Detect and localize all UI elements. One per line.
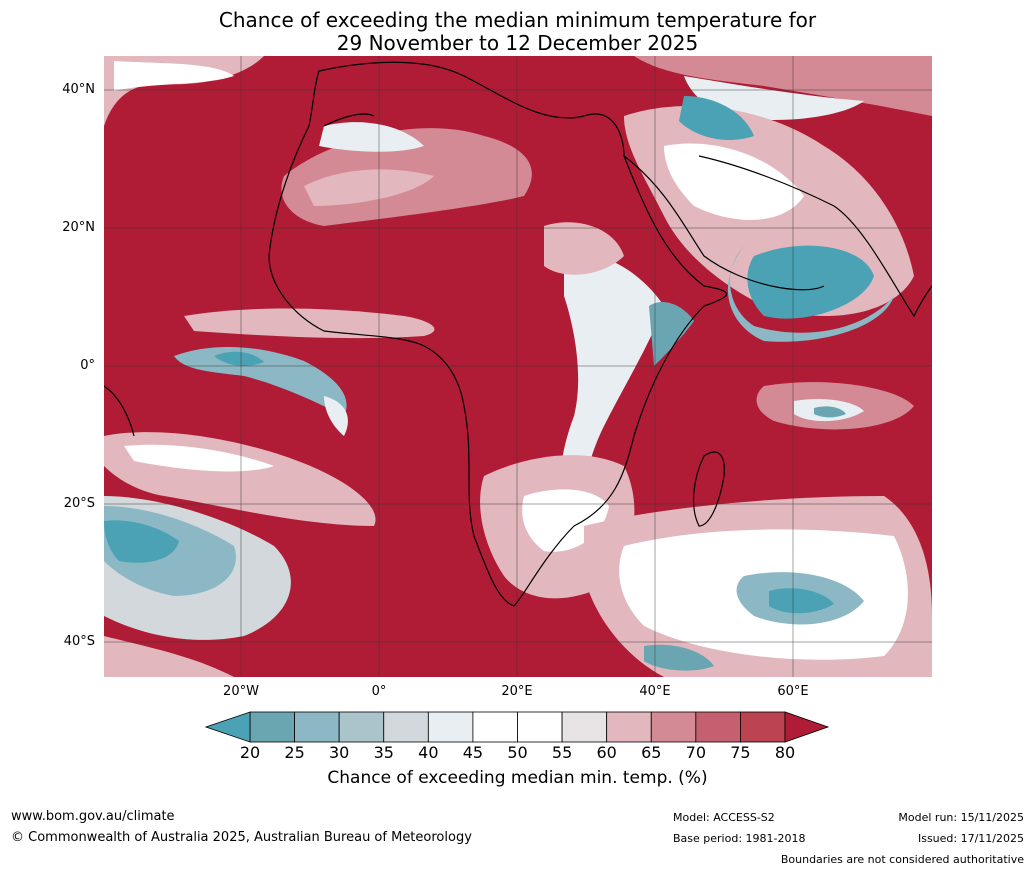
colorbar-segment [427, 711, 474, 743]
colorbar-tick-label: 60 [596, 743, 617, 762]
colorbar-tick-label: 35 [373, 743, 394, 762]
colorbar-segment [294, 711, 340, 743]
probability-field [104, 56, 932, 677]
coastlines [104, 61, 932, 607]
colorbar-segment [606, 711, 652, 743]
colorbar-tick-label: 55 [551, 743, 573, 762]
website-text: www.bom.gov.au/climate [11, 809, 175, 824]
colorbar-segment [472, 711, 518, 743]
lon-label-0: 0° [371, 684, 387, 699]
colorbar-tick-label: 65 [641, 743, 662, 762]
colorbar-tick-label: 25 [284, 743, 305, 762]
colorbar-tick-label: 40 [418, 743, 439, 762]
title-line-1: Chance of exceeding the median minimum t… [218, 8, 817, 32]
lat-label-20n: 20°N [62, 220, 95, 235]
colorbar-tick-label: 80 [774, 743, 796, 762]
issued-text: Issued: 17/11/2025 [917, 832, 1024, 845]
colorbar-segment [695, 711, 741, 743]
lon-label-20e: 20°E [501, 684, 533, 699]
colorbar [205, 711, 830, 743]
colorbar-segment [517, 711, 563, 743]
model-text: Model: ACCESS-S2 [673, 811, 775, 824]
copyright-text: © Commonwealth of Australia 2025, Austra… [11, 830, 472, 845]
lat-label-20s: 20°S [63, 496, 95, 511]
colorbar-tick-label: 50 [507, 743, 528, 762]
map-title: Chance of exceeding the median minimum t… [0, 9, 1035, 55]
colorbar-segment [740, 711, 786, 743]
colorbar-tick-label: 75 [730, 743, 751, 762]
colorbar-high-arrow [784, 711, 830, 743]
colorbar-segment [561, 711, 608, 743]
boundaries-text: Boundaries are not considered authoritat… [780, 853, 1024, 866]
colorbar-low-arrow [205, 711, 251, 743]
colorbar-title: Chance of exceeding median min. temp. (%… [327, 768, 708, 788]
colorbar-segment [249, 711, 295, 743]
lon-label-20w: 20°W [223, 684, 259, 699]
colorbar-tick-label: 70 [685, 743, 706, 762]
base-period-text: Base period: 1981-2018 [673, 832, 806, 845]
colorbar-tick-label: 45 [462, 743, 484, 762]
colorbar-segment [383, 711, 429, 743]
colorbar-segment [650, 711, 697, 743]
model-run-text: Model run: 15/11/2025 [898, 811, 1024, 824]
colorbar-tick-label: 20 [239, 743, 261, 762]
colorbar-tick-label: 30 [328, 743, 350, 762]
lon-label-60e: 60°E [777, 684, 809, 699]
lat-label-0: 0° [80, 358, 95, 373]
forecast-map [104, 56, 932, 677]
colorbar-segment [338, 711, 385, 743]
region-atlantic-cool-streak [174, 346, 347, 416]
lon-label-40e: 40°E [639, 684, 671, 699]
region-arabian-sea-cool [747, 245, 874, 319]
graticule [104, 56, 932, 677]
title-line-2: 29 November to 12 December 2025 [336, 31, 699, 55]
lat-label-40s: 40°S [63, 634, 95, 649]
lat-label-40n: 40°N [62, 82, 95, 97]
